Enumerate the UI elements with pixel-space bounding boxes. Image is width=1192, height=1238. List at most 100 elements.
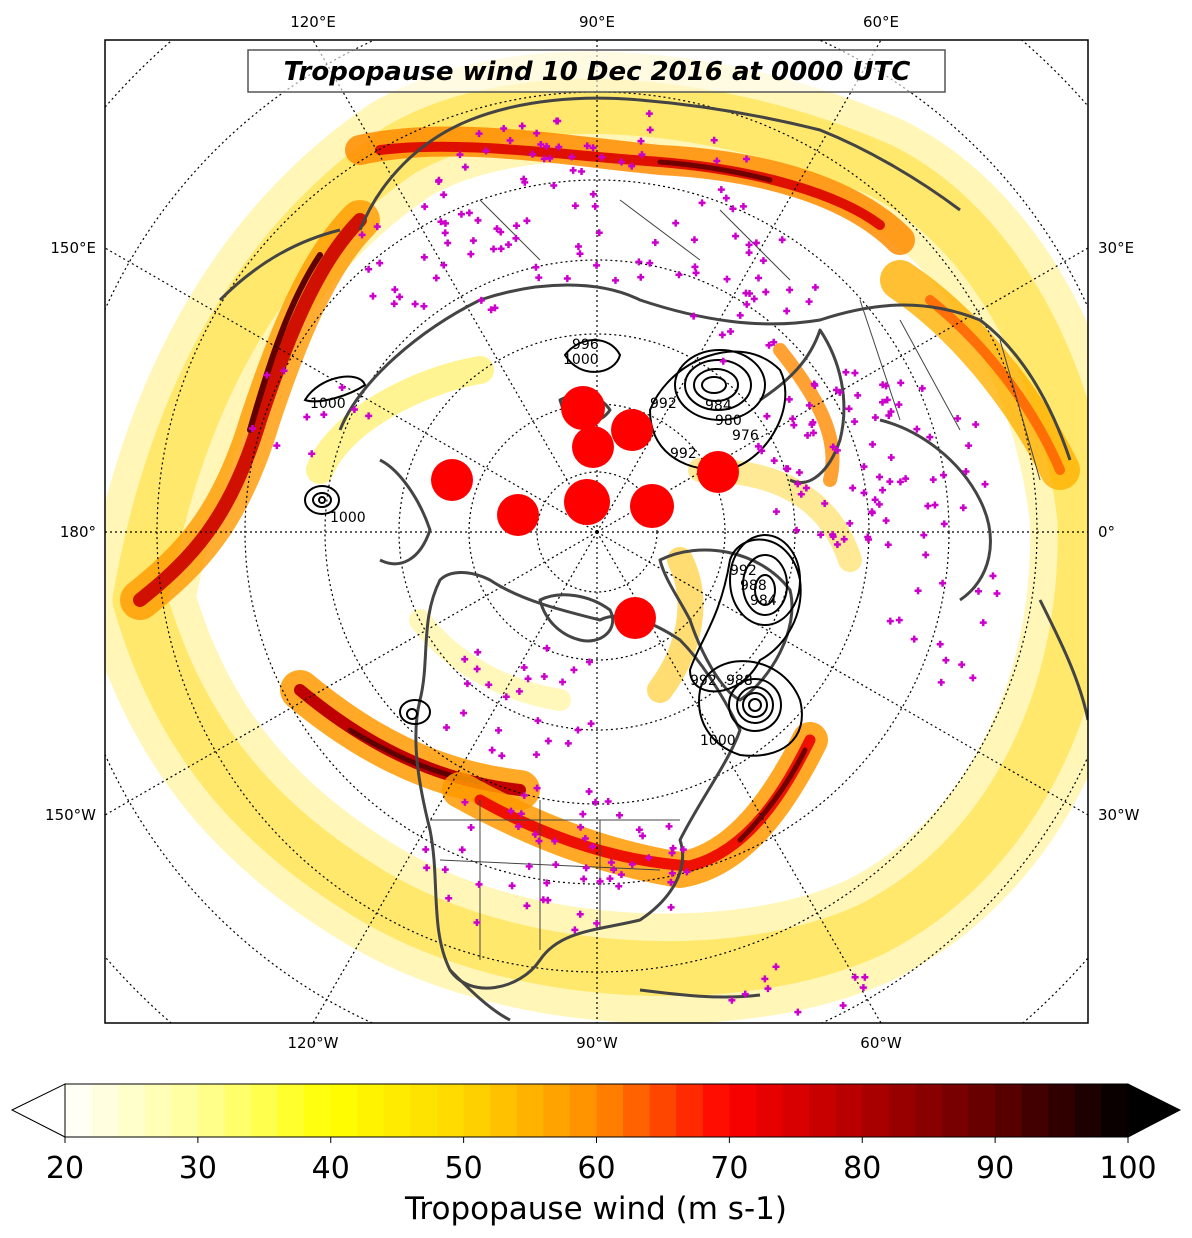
station-marker — [578, 167, 586, 175]
station-marker — [882, 517, 890, 525]
station-marker — [617, 158, 625, 166]
station-marker — [514, 823, 522, 831]
station-marker — [467, 250, 475, 258]
station-marker — [770, 457, 778, 465]
station-marker — [745, 249, 753, 257]
colorbar-segment — [809, 1084, 837, 1137]
station-marker — [517, 810, 525, 818]
station-marker — [786, 286, 794, 294]
highlight-marker — [564, 479, 610, 525]
station-marker — [543, 879, 551, 887]
station-marker — [802, 484, 810, 492]
station-marker — [396, 293, 404, 301]
colorbar-tick-label: 30 — [179, 1151, 217, 1186]
colorbar-segment — [1021, 1084, 1049, 1137]
colorbar-segment — [357, 1084, 385, 1137]
station-marker — [628, 162, 636, 170]
station-marker — [965, 442, 973, 450]
station-marker — [646, 126, 654, 134]
station-marker — [581, 835, 589, 843]
station-marker — [914, 587, 922, 595]
station-marker — [762, 288, 770, 296]
colorbar-segment — [144, 1084, 172, 1137]
station-marker — [845, 405, 853, 413]
station-marker — [859, 984, 867, 992]
station-marker — [793, 526, 801, 534]
station-marker — [554, 117, 562, 125]
station-marker — [829, 443, 837, 451]
station-marker — [979, 619, 987, 627]
station-marker — [521, 178, 529, 186]
station-marker — [543, 644, 551, 652]
station-marker — [743, 300, 751, 308]
colorbar-segment — [862, 1084, 890, 1137]
station-marker — [679, 846, 687, 854]
station-marker — [437, 218, 445, 226]
station-marker — [868, 509, 876, 517]
station-marker — [645, 854, 653, 862]
station-marker — [440, 261, 448, 269]
station-marker — [525, 862, 533, 870]
station-marker — [902, 475, 910, 483]
highlight-marker — [697, 451, 739, 493]
colorbar-segment — [782, 1084, 810, 1137]
colorbar-segment — [623, 1084, 651, 1137]
station-marker — [770, 338, 778, 346]
station-marker — [423, 864, 431, 872]
station-marker — [523, 902, 531, 910]
colorbar-segment — [569, 1084, 598, 1137]
station-marker — [535, 837, 543, 845]
station-marker — [719, 357, 727, 365]
station-marker — [518, 122, 526, 130]
station-marker — [520, 791, 528, 799]
station-marker — [589, 144, 597, 152]
station-marker — [882, 382, 890, 390]
station-marker — [790, 421, 798, 429]
station-marker — [876, 473, 884, 481]
station-marker — [513, 222, 521, 230]
station-marker — [729, 205, 737, 213]
station-marker — [579, 810, 587, 818]
station-marker — [993, 589, 1001, 597]
station-marker — [638, 151, 646, 159]
lon-label-top: 120°E — [290, 13, 336, 31]
colorbar-tick-label: 80 — [843, 1151, 881, 1186]
station-marker — [761, 975, 769, 983]
contour-label: 988 — [726, 673, 753, 689]
station-marker — [508, 882, 516, 890]
station-marker — [851, 418, 859, 426]
station-marker — [639, 832, 647, 840]
colorbar-tick-label: 40 — [312, 1151, 350, 1186]
station-marker — [754, 442, 762, 450]
station-marker — [758, 447, 766, 455]
station-marker — [569, 166, 577, 174]
station-marker — [683, 868, 691, 876]
station-marker — [851, 369, 859, 377]
station-marker — [974, 587, 982, 595]
station-marker — [537, 141, 545, 149]
station-marker — [490, 245, 498, 253]
station-marker — [667, 903, 675, 911]
station-marker — [422, 845, 430, 853]
station-marker — [498, 752, 506, 760]
station-marker — [785, 395, 793, 403]
wind-shading — [105, 51, 1088, 1023]
station-marker — [568, 153, 576, 161]
station-marker — [420, 253, 428, 261]
colorbar-segment — [463, 1084, 491, 1137]
station-marker — [763, 412, 771, 420]
station-marker — [879, 486, 887, 494]
lon-label-bottom: 120°W — [288, 1034, 339, 1052]
colorbar-segment — [755, 1084, 784, 1137]
station-marker — [936, 640, 944, 648]
colorbar-segment — [676, 1084, 704, 1137]
contour-label: 976 — [732, 428, 759, 444]
station-marker — [373, 223, 381, 231]
station-marker — [989, 572, 997, 580]
contour-label: 984 — [750, 593, 777, 609]
station-marker — [583, 142, 591, 150]
colorbar-segment — [888, 1084, 916, 1137]
station-marker — [529, 150, 537, 158]
station-marker — [546, 154, 554, 162]
colorbar-segment — [65, 1084, 93, 1137]
